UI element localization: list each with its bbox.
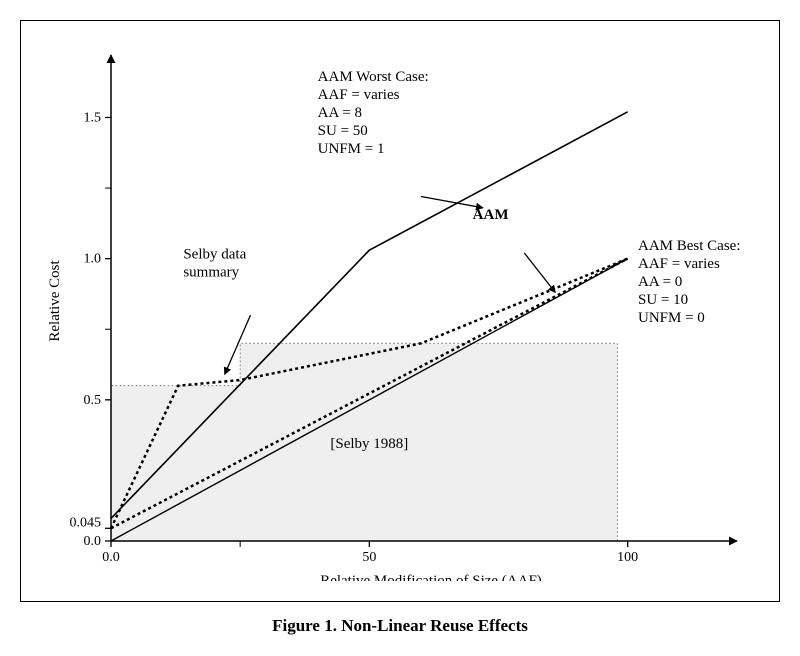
figure-container: 0.0 50 100 0.0 0.045 0.5 1.0 1.5 Relative Modifi…: [20, 20, 780, 636]
svg-text:0.0: 0.0: [102, 550, 120, 565]
svg-text:UNFM = 0: UNFM = 0: [638, 310, 705, 326]
svg-text:UNFM = 1: UNFM = 1: [318, 141, 385, 157]
svg-text:AAF = varies: AAF = varies: [638, 256, 720, 272]
svg-text:AA = 8: AA = 8: [318, 105, 362, 121]
svg-text:AA = 0: AA = 0: [638, 274, 682, 290]
svg-text:Relative Cost: Relative Cost: [47, 260, 63, 342]
svg-text:50: 50: [362, 550, 376, 565]
chart-frame: 0.0 50 100 0.0 0.045 0.5 1.0 1.5 Relative Modifi…: [20, 20, 780, 602]
svg-text:SU = 50: SU = 50: [318, 123, 368, 139]
svg-text:[Selby 1988]: [Selby 1988]: [330, 436, 408, 452]
svg-text:AAM: AAM: [473, 207, 509, 223]
svg-text:AAF = varies: AAF = varies: [318, 87, 400, 103]
svg-text:SU = 10: SU = 10: [638, 292, 688, 308]
svg-text:1.5: 1.5: [84, 110, 102, 125]
svg-text:AAM Best Case:: AAM Best Case:: [638, 238, 741, 254]
svg-text:1.0: 1.0: [84, 252, 102, 267]
svg-text:AAM Worst Case:: AAM Worst Case:: [318, 69, 429, 85]
svg-text:0.5: 0.5: [84, 393, 102, 408]
svg-text:Relative Modification of Size: Relative Modification of Size (AAF): [320, 573, 542, 581]
svg-text:0.045: 0.045: [70, 515, 102, 530]
svg-text:summary: summary: [183, 265, 239, 281]
figure-caption: Figure 1. Non-Linear Reuse Effects: [20, 616, 780, 636]
svg-text:100: 100: [617, 550, 638, 565]
svg-text:Selby data: Selby data: [183, 247, 246, 263]
svg-text:0.0: 0.0: [84, 534, 102, 549]
chart-svg: 0.0 50 100 0.0 0.045 0.5 1.0 1.5 Relative Modifi…: [31, 41, 751, 581]
